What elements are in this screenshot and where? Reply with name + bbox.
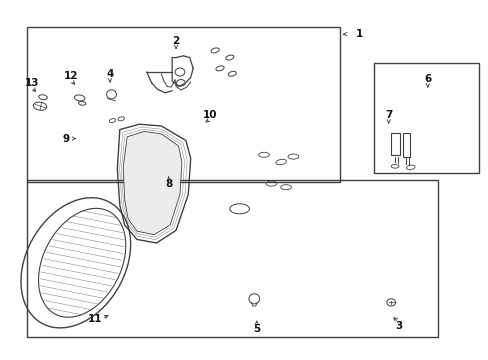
Text: 4: 4 (106, 69, 114, 79)
Text: 8: 8 (165, 179, 172, 189)
Text: 6: 6 (424, 74, 430, 84)
Text: 5: 5 (253, 324, 260, 334)
Text: 11: 11 (88, 314, 102, 324)
Text: 10: 10 (203, 110, 217, 120)
Bar (403, 133, 409, 157)
Bar (390, 133, 399, 155)
Bar (27, 180, 437, 337)
Text: 7: 7 (384, 110, 392, 120)
Text: 12: 12 (63, 71, 78, 81)
Text: 3: 3 (394, 321, 401, 331)
Text: 9: 9 (62, 134, 69, 144)
Text: 13: 13 (24, 78, 39, 88)
Text: 1: 1 (355, 29, 362, 39)
Text: 2: 2 (172, 36, 179, 46)
Polygon shape (123, 131, 182, 235)
Ellipse shape (39, 208, 125, 317)
Bar (27, 27, 339, 182)
Bar (373, 63, 478, 173)
